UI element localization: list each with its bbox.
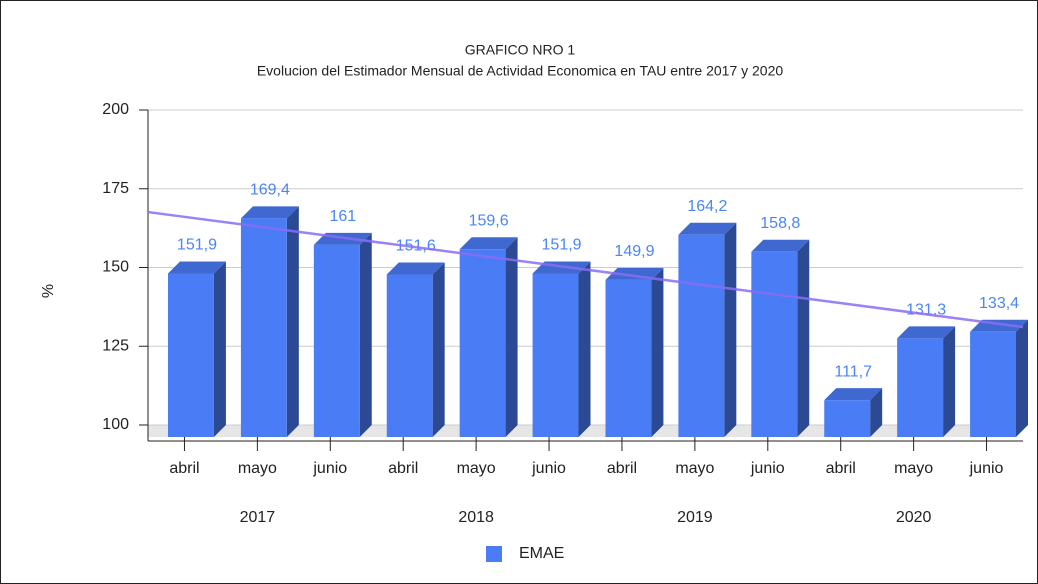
bar-side bbox=[578, 261, 591, 437]
y-tick-label: 200 bbox=[102, 101, 129, 118]
bar bbox=[605, 279, 652, 437]
data-label: 159,6 bbox=[469, 212, 509, 229]
bar bbox=[970, 331, 1016, 437]
bar bbox=[240, 218, 287, 437]
bar-side bbox=[359, 232, 372, 437]
bar-top bbox=[751, 239, 810, 252]
legend-label: EMAE bbox=[519, 545, 564, 562]
bar-top bbox=[824, 388, 883, 401]
data-label: 151,9 bbox=[542, 237, 582, 254]
chart-title: GRAFICO NRO 1 bbox=[465, 42, 576, 58]
legend-swatch bbox=[486, 546, 502, 562]
group-label: 2018 bbox=[458, 509, 494, 526]
trend-line bbox=[147, 210, 1024, 329]
chart-subtitle: Evolucion del Estimador Mensual de Activ… bbox=[257, 63, 784, 79]
bar-side bbox=[724, 222, 737, 437]
bar bbox=[897, 338, 944, 437]
x-tick-label: abril bbox=[388, 460, 418, 477]
bar-top bbox=[386, 262, 445, 275]
data-label: 151,9 bbox=[177, 237, 217, 254]
bar bbox=[386, 274, 433, 437]
x-tick-label: mayo bbox=[894, 460, 933, 477]
y-tick-label: 175 bbox=[102, 180, 129, 197]
x-tick-label: junio bbox=[312, 460, 347, 477]
x-tick-label: junio bbox=[750, 460, 785, 477]
x-tick-label: mayo bbox=[457, 460, 496, 477]
x-tick-label: abril bbox=[607, 460, 637, 477]
bar-top bbox=[459, 237, 518, 250]
bar bbox=[824, 400, 871, 437]
x-tick-label: junio bbox=[969, 460, 1004, 477]
y-tick-label: 125 bbox=[102, 337, 129, 354]
bar-side bbox=[213, 261, 226, 437]
group-label: 2019 bbox=[677, 509, 713, 526]
bar bbox=[168, 273, 214, 437]
y-tick-label: 100 bbox=[102, 416, 129, 433]
bar bbox=[313, 244, 360, 437]
y-axis-label: % bbox=[40, 284, 57, 298]
data-label: 149,9 bbox=[614, 243, 654, 260]
bar-side bbox=[432, 262, 445, 437]
bar bbox=[751, 251, 798, 437]
x-tick-label: abril bbox=[826, 460, 856, 477]
bar-side bbox=[505, 237, 518, 437]
bar bbox=[678, 234, 725, 437]
data-label: 164,2 bbox=[687, 198, 727, 215]
bar-side bbox=[286, 206, 299, 437]
bar bbox=[532, 273, 579, 437]
x-tick-label: abril bbox=[169, 460, 199, 477]
bar-side bbox=[870, 388, 883, 437]
data-label: 111,7 bbox=[834, 363, 872, 380]
bar-side bbox=[797, 239, 810, 437]
y-tick-label: 150 bbox=[102, 259, 129, 276]
x-tick-label: mayo bbox=[675, 460, 714, 477]
data-label: 169,4 bbox=[250, 182, 290, 199]
bar-top bbox=[168, 261, 226, 274]
bar-top bbox=[897, 326, 956, 339]
data-label: 161 bbox=[329, 208, 356, 225]
bar-side bbox=[651, 267, 664, 437]
bar-side bbox=[1016, 319, 1028, 437]
bar-top bbox=[240, 206, 299, 219]
bar bbox=[459, 249, 506, 437]
group-label: 2020 bbox=[896, 509, 932, 526]
data-label: 158,8 bbox=[760, 215, 800, 232]
bar-top bbox=[678, 222, 737, 235]
x-tick-label: mayo bbox=[238, 460, 277, 477]
group-label: 2017 bbox=[240, 509, 276, 526]
bar-side bbox=[943, 326, 956, 437]
data-label: 133,4 bbox=[979, 295, 1019, 312]
x-tick-label: junio bbox=[531, 460, 566, 477]
